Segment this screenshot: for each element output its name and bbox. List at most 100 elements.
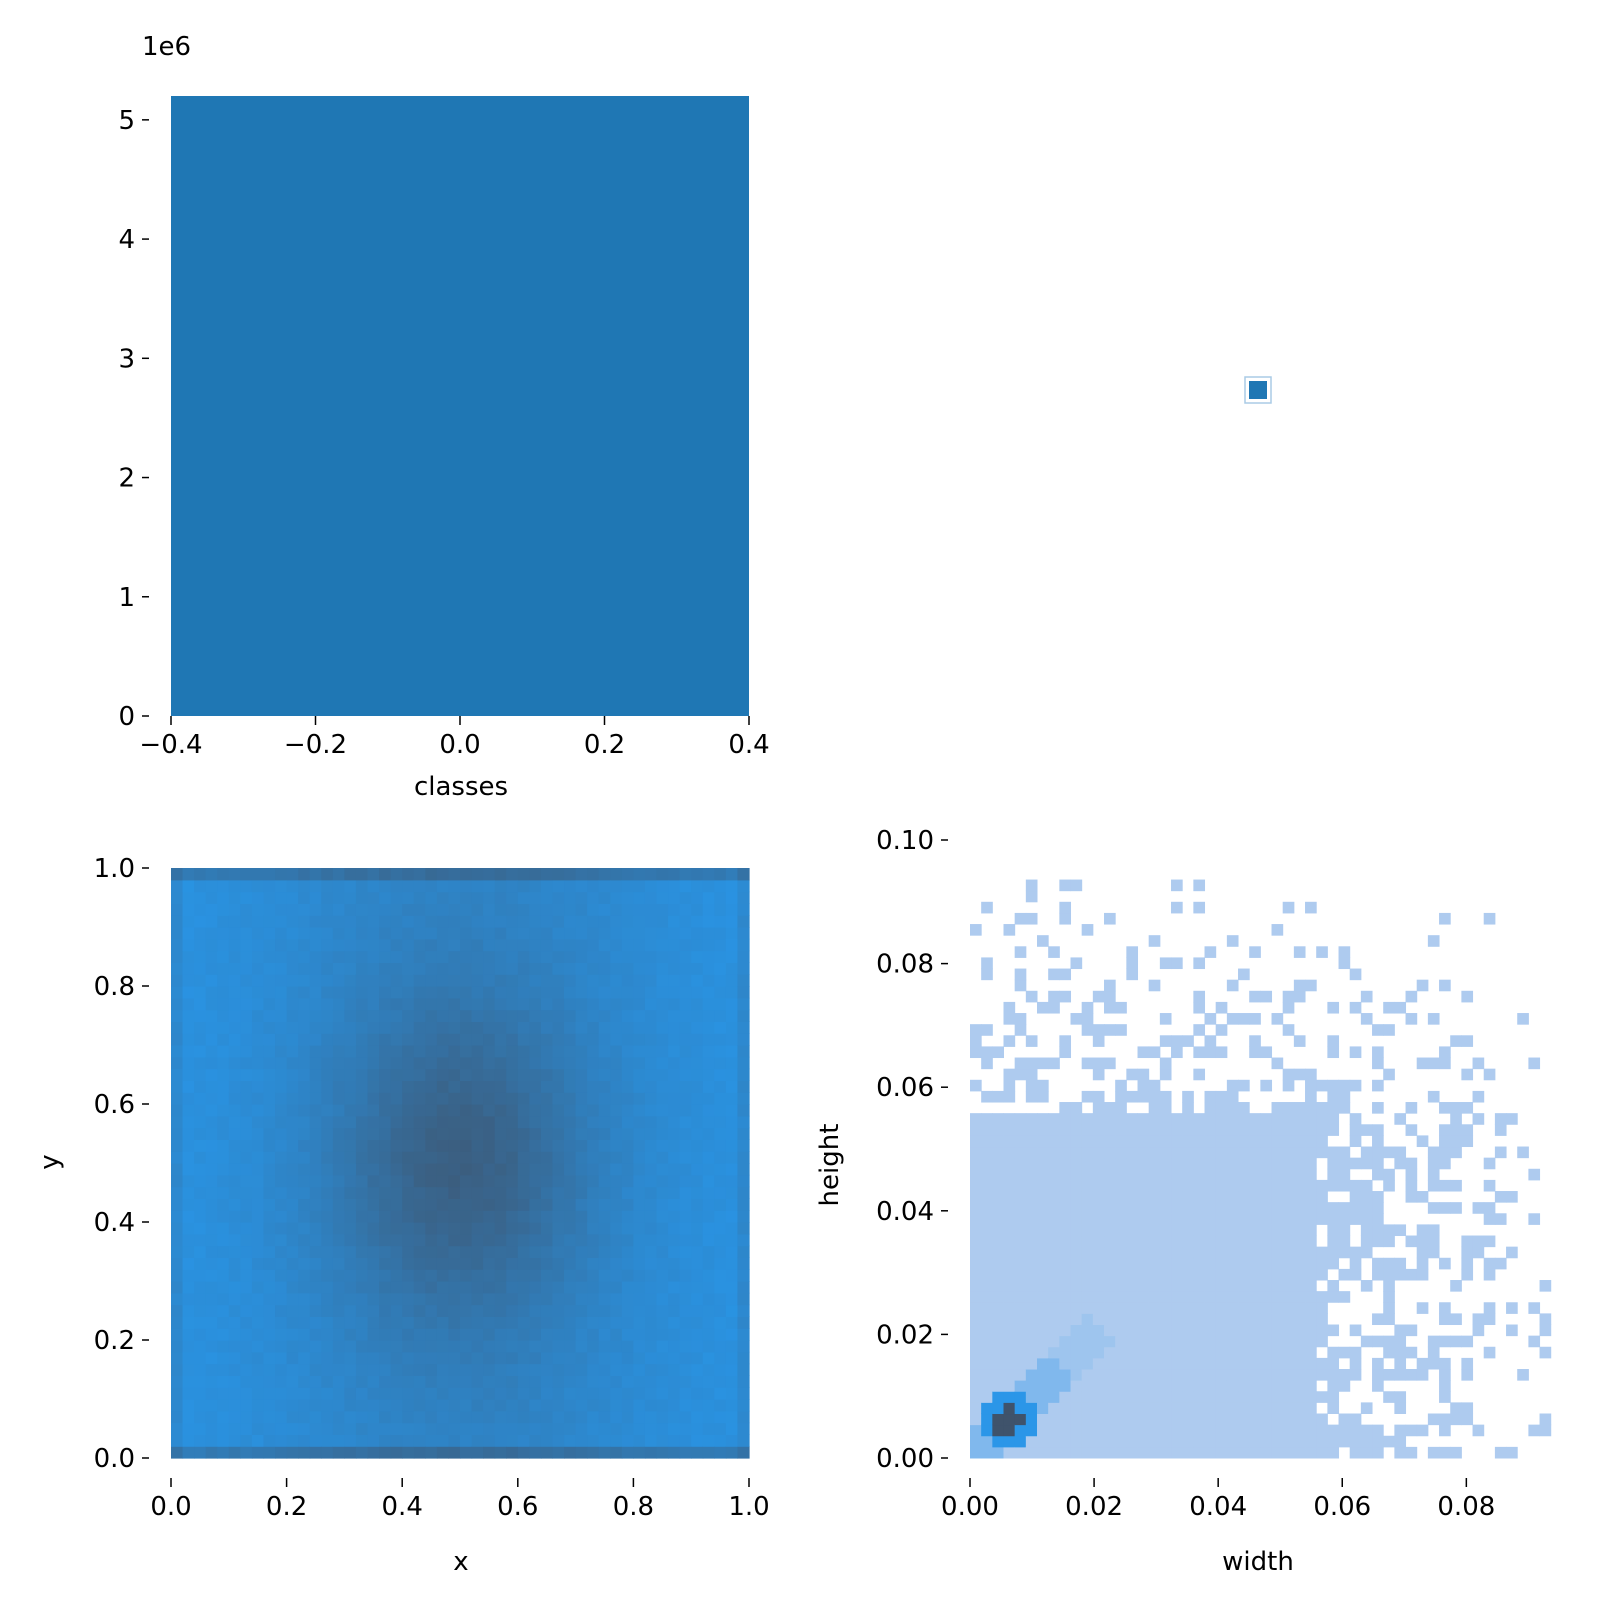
heatmap-cell [1305, 1179, 1317, 1192]
heatmap-cell [240, 1080, 253, 1093]
heatmap-cell [263, 891, 276, 904]
heatmap-cell [714, 1033, 727, 1046]
heatmap-cell [656, 950, 669, 963]
heatmap-cell [309, 1198, 322, 1211]
heatmap-cell [217, 868, 230, 881]
heatmap-cell [355, 891, 369, 904]
heatmap-cell [1148, 1191, 1161, 1203]
heatmap-cell [413, 927, 426, 940]
heatmap-cell [1003, 1357, 1016, 1370]
heatmap-cell [644, 974, 658, 987]
heatmap-cell [1249, 1257, 1261, 1270]
heatmap-cell [1461, 1124, 1474, 1136]
heatmap-cell [737, 1351, 750, 1365]
heatmap-cell [1506, 1246, 1518, 1259]
heatmap-cell [402, 891, 415, 904]
heatmap-cell [970, 1313, 982, 1326]
heatmap-cell [1238, 1268, 1250, 1281]
heatmap-cell [309, 1127, 322, 1140]
heatmap-cell [529, 974, 542, 987]
wh-x-tick-label: 0.08 [1437, 1492, 1495, 1522]
heatmap-cell [1070, 1280, 1083, 1292]
heatmap-cell [240, 1446, 253, 1459]
heatmap-cell [483, 1186, 496, 1199]
heatmap-cell [494, 1127, 507, 1140]
heatmap-cell [494, 1068, 507, 1081]
heatmap-cell [355, 1009, 369, 1022]
heatmap-cell [621, 1080, 634, 1093]
heatmap-cell [483, 1292, 496, 1306]
heatmap-cell [1003, 1246, 1016, 1259]
heatmap-cell [425, 950, 438, 963]
heatmap-cell [321, 1340, 334, 1353]
heatmap-cell [1137, 1291, 1150, 1303]
heatmap-cell [494, 1222, 507, 1235]
heatmap-cell [194, 1092, 207, 1105]
heatmap-cell [1104, 1380, 1116, 1392]
heatmap-cell [702, 986, 715, 999]
heatmap-cell [540, 1210, 554, 1223]
heatmap-cell [1305, 1346, 1317, 1359]
heatmap-cell [725, 1446, 739, 1459]
heatmap-cell [1182, 1135, 1194, 1148]
heatmap-cell [1215, 1024, 1228, 1036]
heatmap-cell [702, 1021, 715, 1034]
heatmap-cell [552, 1434, 565, 1447]
heatmap-cell [494, 1198, 507, 1211]
heatmap-cell [217, 1198, 230, 1211]
heatmap-cell [402, 1186, 415, 1199]
heatmap-cell [275, 1257, 288, 1270]
heatmap-cell [171, 938, 184, 952]
heatmap-cell [529, 950, 542, 963]
heatmap-cell [587, 1269, 600, 1282]
heatmap-cell [344, 879, 357, 893]
heatmap-cell [610, 1115, 623, 1129]
heatmap-cell [1037, 1146, 1049, 1159]
heatmap-cell [1472, 1313, 1485, 1326]
heatmap-cell [1126, 1113, 1139, 1125]
heatmap-cell [1282, 1302, 1295, 1314]
heatmap-cell [1104, 1024, 1116, 1036]
heatmap-cell [275, 1092, 288, 1105]
heatmap-cell [460, 938, 473, 952]
heatmap-cell [217, 1340, 230, 1353]
heatmap-cell [668, 974, 681, 987]
wh-y-tick-label: 0.00 [876, 1444, 934, 1474]
heatmap-cell [228, 868, 241, 881]
heatmap-cell [494, 1304, 507, 1317]
heatmap-cell [633, 1092, 646, 1105]
heatmap-cell [621, 1257, 634, 1270]
heatmap-cell [1037, 1124, 1049, 1136]
heatmap-cell [540, 1328, 554, 1341]
heatmap-cell [205, 868, 218, 881]
heatmap-cell [564, 879, 577, 893]
heatmap-cell [970, 1157, 982, 1170]
heatmap-cell [1238, 1179, 1250, 1192]
heatmap-cell [1226, 1090, 1239, 1103]
heatmap-cell [1528, 1302, 1541, 1314]
heatmap-cell [217, 1056, 230, 1070]
heatmap-cell [621, 974, 634, 987]
heatmap-cell [1260, 1168, 1273, 1181]
heatmap-cell [1126, 1257, 1139, 1270]
heatmap-cell [1182, 1257, 1194, 1270]
heatmap-cell [1383, 1024, 1395, 1036]
heatmap-cell [598, 1233, 611, 1247]
heatmap-cell [240, 1198, 253, 1211]
heatmap-cell [471, 1281, 484, 1294]
heatmap-cell [390, 986, 403, 999]
heatmap-cell [564, 1399, 577, 1412]
heatmap-cell [1383, 1391, 1395, 1403]
heatmap-cell [309, 1033, 322, 1046]
heatmap-cell [367, 1068, 380, 1081]
heatmap-cell [564, 927, 577, 940]
heatmap-cell [691, 879, 704, 893]
heatmap-cell [679, 938, 692, 952]
heatmap-cell [402, 1127, 415, 1140]
heatmap-cell [298, 1210, 311, 1223]
heatmap-cell [679, 1281, 692, 1294]
heatmap-cell [517, 1045, 530, 1058]
heatmap-cell [1182, 1179, 1194, 1192]
heatmap-cell [344, 1115, 357, 1129]
heatmap-cell [1037, 1268, 1049, 1281]
